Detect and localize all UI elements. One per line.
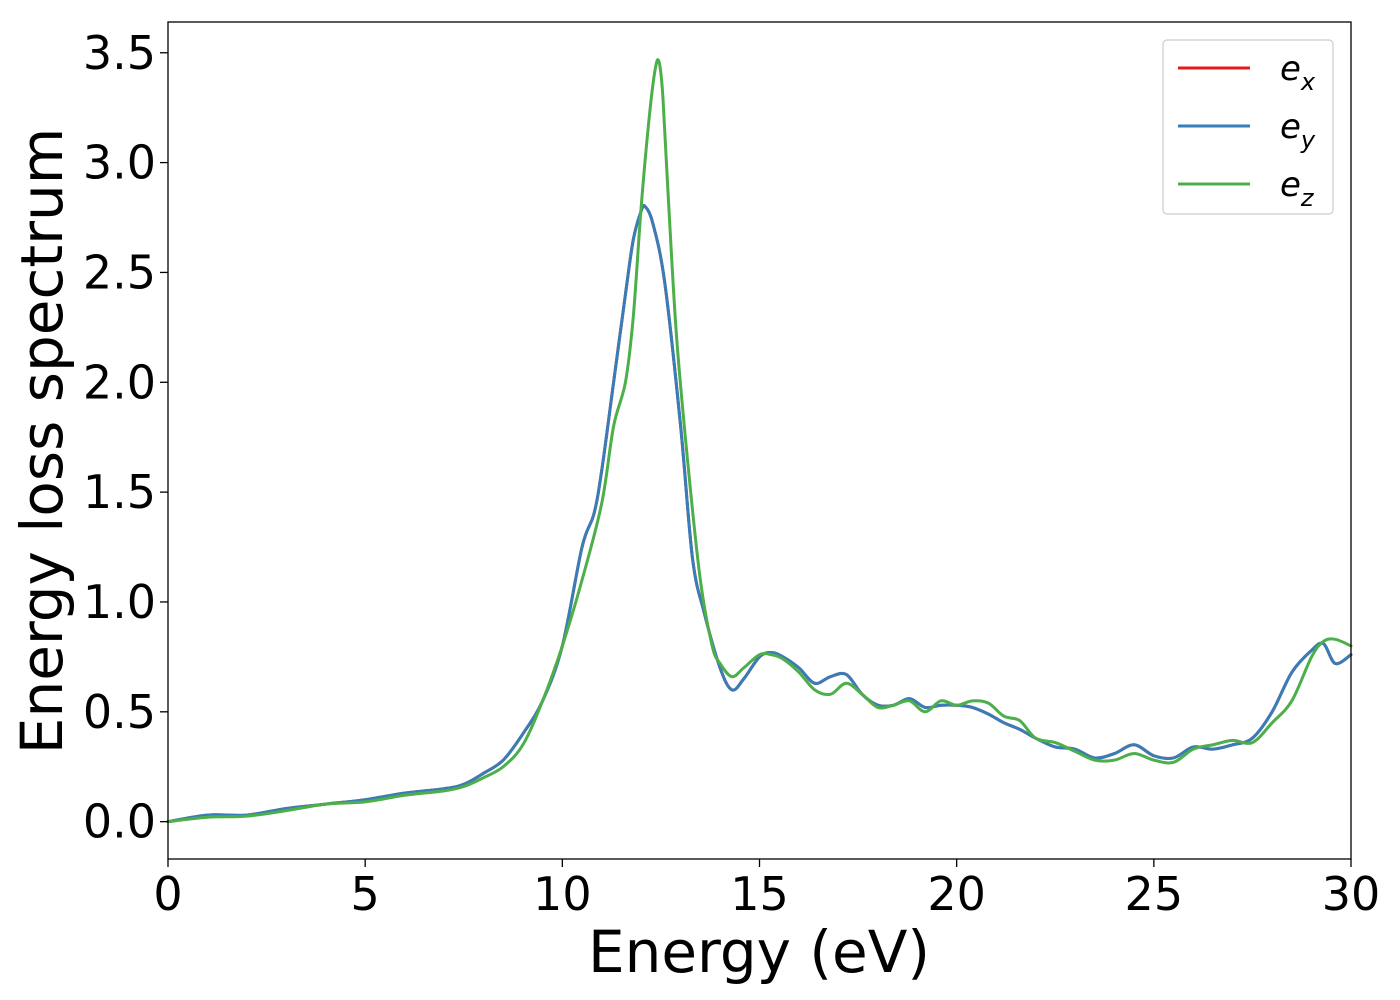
x-tick-label: 5 bbox=[351, 867, 380, 921]
x-tick-label: 15 bbox=[730, 867, 789, 921]
series-line-e-y bbox=[168, 205, 1351, 821]
y-tick-label: 1.0 bbox=[83, 575, 156, 629]
x-tick-label: 25 bbox=[1125, 867, 1184, 921]
y-tick-label: 1.5 bbox=[83, 465, 156, 519]
y-tick-label: 3.0 bbox=[83, 136, 156, 190]
y-tick-label: 2.0 bbox=[83, 355, 156, 409]
y-tick-label: 3.5 bbox=[83, 26, 156, 80]
y-tick-label: 0.0 bbox=[83, 795, 156, 849]
series-line-e-x bbox=[168, 205, 1351, 821]
x-axis: 0 5 10 15 20 25 30 bbox=[153, 859, 1380, 921]
y-tick-label: 2.5 bbox=[83, 245, 156, 299]
y-axis-label: Energy loss spectrum bbox=[8, 128, 76, 754]
x-tick-label: 20 bbox=[927, 867, 986, 921]
x-tick-label: 0 bbox=[153, 867, 182, 921]
y-tick-label: 0.5 bbox=[83, 685, 156, 739]
x-tick-label: 30 bbox=[1322, 867, 1381, 921]
x-tick-label: 10 bbox=[533, 867, 592, 921]
y-axis: 0.0 0.5 1.0 1.5 2.0 2.5 3.0 3.5 bbox=[83, 26, 168, 849]
x-axis-label: Energy (eV) bbox=[588, 918, 930, 986]
